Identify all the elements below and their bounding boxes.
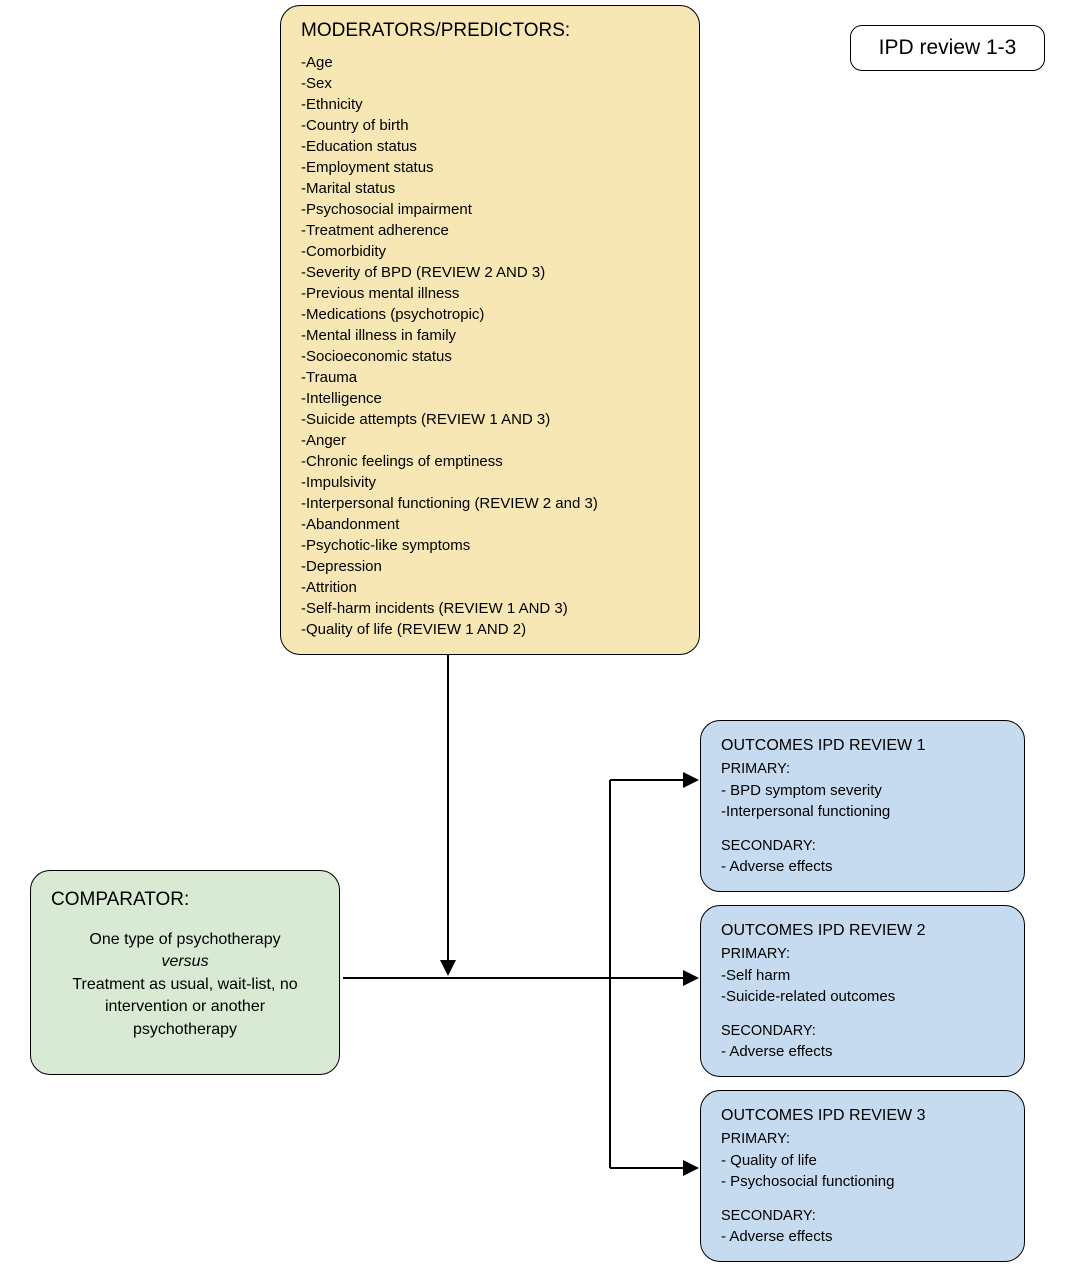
moderators-item: -Anger	[301, 430, 679, 451]
moderators-item: -Suicide attempts (REVIEW 1 AND 3)	[301, 409, 679, 430]
moderators-item: -Quality of life (REVIEW 1 AND 2)	[301, 619, 679, 640]
moderators-item: -Ethnicity	[301, 94, 679, 115]
outcome-2-secondary-list: - Adverse effects	[721, 1041, 1004, 1062]
comparator-body: One type of psychotherapy versus Treatme…	[51, 929, 319, 1041]
outcome-3-secondary-list: - Adverse effects	[721, 1226, 1004, 1247]
outcome-1-title: OUTCOMES IPD REVIEW 1	[721, 735, 1004, 757]
moderators-item: -Chronic feelings of emptiness	[301, 451, 679, 472]
comparator-line1: One type of psychotherapy	[51, 929, 319, 951]
moderators-item: -Sex	[301, 73, 679, 94]
outcome-1-secondary-label: SECONDARY:	[721, 836, 1004, 856]
moderators-item: -Medications (psychotropic)	[301, 304, 679, 325]
moderators-item: -Comorbidity	[301, 241, 679, 262]
outcome-1-primary-list: - BPD symptom severity-Interpersonal fun…	[721, 780, 1004, 822]
moderators-item: -Education status	[301, 136, 679, 157]
outcome-2-secondary-label: SECONDARY:	[721, 1021, 1004, 1041]
moderators-item: -Psychotic-like symptoms	[301, 535, 679, 556]
outcome-3-primary-list: - Quality of life- Psychosocial function…	[721, 1150, 1004, 1192]
comparator-box: COMPARATOR: One type of psychotherapy ve…	[30, 870, 340, 1075]
outcome-2-primary-list: -Self harm-Suicide-related outcomes	[721, 965, 1004, 1007]
outcome-item: -Interpersonal functioning	[721, 801, 1004, 822]
moderators-item: -Treatment adherence	[301, 220, 679, 241]
moderators-item: -Attrition	[301, 577, 679, 598]
moderators-item: -Marital status	[301, 178, 679, 199]
outcome-1-primary-label: PRIMARY:	[721, 759, 1004, 779]
ipd-review-label: IPD review 1-3	[850, 25, 1045, 71]
outcome-item: - Adverse effects	[721, 856, 1004, 877]
outcome-item: - Adverse effects	[721, 1226, 1004, 1247]
outcome-box-2: OUTCOMES IPD REVIEW 2 PRIMARY: -Self har…	[700, 905, 1025, 1077]
moderators-item: -Severity of BPD (REVIEW 2 AND 3)	[301, 262, 679, 283]
moderators-box: MODERATORS/PREDICTORS: -Age-Sex-Ethnicit…	[280, 5, 700, 655]
moderators-item: -Country of birth	[301, 115, 679, 136]
moderators-item: -Impulsivity	[301, 472, 679, 493]
comparator-line2: Treatment as usual, wait-list, no interv…	[51, 974, 319, 1041]
outcome-1-secondary-list: - Adverse effects	[721, 856, 1004, 877]
moderators-item: -Mental illness in family	[301, 325, 679, 346]
outcome-item: - BPD symptom severity	[721, 780, 1004, 801]
outcome-3-secondary-label: SECONDARY:	[721, 1206, 1004, 1226]
outcome-2-primary-label: PRIMARY:	[721, 944, 1004, 964]
outcome-box-3: OUTCOMES IPD REVIEW 3 PRIMARY: - Quality…	[700, 1090, 1025, 1262]
moderators-title: MODERATORS/PREDICTORS:	[301, 20, 679, 42]
moderators-item: -Psychosocial impairment	[301, 199, 679, 220]
moderators-item: -Abandonment	[301, 514, 679, 535]
moderators-item: -Depression	[301, 556, 679, 577]
moderators-item: -Age	[301, 52, 679, 73]
moderators-item: -Socioeconomic status	[301, 346, 679, 367]
outcome-3-primary-label: PRIMARY:	[721, 1129, 1004, 1149]
moderators-item: -Previous mental illness	[301, 283, 679, 304]
outcome-item: -Suicide-related outcomes	[721, 986, 1004, 1007]
comparator-title: COMPARATOR:	[51, 889, 319, 911]
moderators-item: -Interpersonal functioning (REVIEW 2 and…	[301, 493, 679, 514]
outcome-box-1: OUTCOMES IPD REVIEW 1 PRIMARY: - BPD sym…	[700, 720, 1025, 892]
moderators-item: -Employment status	[301, 157, 679, 178]
outcome-2-title: OUTCOMES IPD REVIEW 2	[721, 920, 1004, 942]
outcome-3-title: OUTCOMES IPD REVIEW 3	[721, 1105, 1004, 1127]
moderators-item: -Self-harm incidents (REVIEW 1 AND 3)	[301, 598, 679, 619]
ipd-review-text: IPD review 1-3	[879, 36, 1017, 59]
outcome-item: - Psychosocial functioning	[721, 1171, 1004, 1192]
comparator-versus: versus	[51, 951, 319, 973]
moderators-item: -Intelligence	[301, 388, 679, 409]
moderators-list: -Age-Sex-Ethnicity-Country of birth-Educ…	[301, 52, 679, 640]
outcome-item: - Adverse effects	[721, 1041, 1004, 1062]
outcome-item: -Self harm	[721, 965, 1004, 986]
moderators-item: -Trauma	[301, 367, 679, 388]
outcome-item: - Quality of life	[721, 1150, 1004, 1171]
